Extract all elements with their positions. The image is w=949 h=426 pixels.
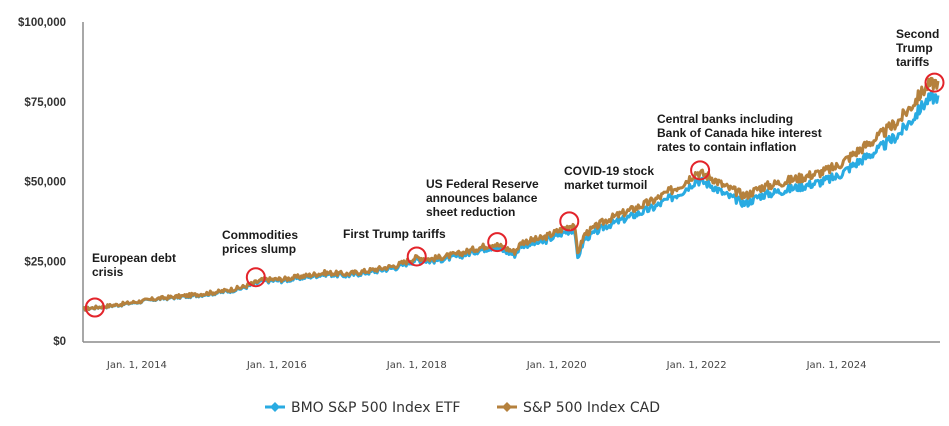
legend-label: BMO S&P 500 Index ETF bbox=[291, 400, 460, 416]
event-annotation: European debt bbox=[92, 251, 176, 265]
event-annotation: announces balance bbox=[426, 191, 538, 205]
x-tick-label: Jan. 1, 2016 bbox=[246, 360, 307, 371]
x-tick-label: Jan. 1, 2022 bbox=[666, 360, 727, 371]
event-annotation: market turmoil bbox=[564, 178, 647, 192]
x-tick-label: Jan. 1, 2024 bbox=[806, 360, 867, 371]
event-annotation: Central banks including bbox=[657, 112, 793, 126]
x-axis-ticks: Jan. 1, 2014 Jan. 1, 2016 Jan. 1, 2018 Jan.… bbox=[106, 360, 867, 371]
event-annotation: COVID-19 stock bbox=[564, 164, 654, 178]
event-annotation: sheet reduction bbox=[426, 205, 515, 219]
event-annotation: crisis bbox=[92, 265, 124, 279]
x-tick-label: Jan. 1, 2018 bbox=[386, 360, 447, 371]
y-tick-label: $0 bbox=[53, 336, 66, 348]
event-annotation: First Trump tariffs bbox=[343, 227, 446, 241]
event-marker-circle bbox=[487, 232, 508, 253]
event-annotation: Trump bbox=[896, 41, 933, 55]
event-marker-circle bbox=[245, 267, 266, 288]
legend-diamond-icon bbox=[502, 402, 512, 412]
event-marker-circle bbox=[84, 297, 105, 318]
y-tick-label: $50,000 bbox=[24, 177, 66, 189]
y-tick-label: $25,000 bbox=[24, 256, 66, 268]
legend: BMO S&P 500 Index ETF S&P 500 Index CAD bbox=[265, 400, 660, 416]
event-annotation: rates to contain inflation bbox=[657, 140, 796, 154]
y-axis-ticks: $0 $25,000 $50,000 $75,000 $100,000 bbox=[18, 17, 66, 348]
event-annotation: tariffs bbox=[896, 55, 930, 69]
series-group bbox=[82, 76, 940, 312]
series-line-sp500-cad bbox=[82, 76, 940, 312]
event-marker-circle bbox=[924, 72, 945, 93]
event-marker-circle bbox=[690, 160, 711, 181]
event-annotation: US Federal Reserve bbox=[426, 177, 539, 191]
y-tick-label: $100,000 bbox=[18, 17, 66, 29]
event-annotation: prices slump bbox=[222, 242, 296, 256]
event-annotation: Second bbox=[896, 27, 939, 41]
legend-label: S&P 500 Index CAD bbox=[523, 400, 660, 416]
event-marker-circle bbox=[559, 211, 580, 232]
legend-diamond-icon bbox=[270, 402, 280, 412]
event-marker-circle bbox=[406, 246, 427, 267]
x-tick-label: Jan. 1, 2020 bbox=[526, 360, 587, 371]
event-annotation: Bank of Canada hike interest bbox=[657, 126, 822, 140]
event-annotation: Commodities bbox=[222, 228, 298, 242]
y-tick-label: $75,000 bbox=[24, 97, 66, 109]
x-tick-label: Jan. 1, 2014 bbox=[106, 360, 167, 371]
annotation-markers bbox=[84, 72, 945, 318]
